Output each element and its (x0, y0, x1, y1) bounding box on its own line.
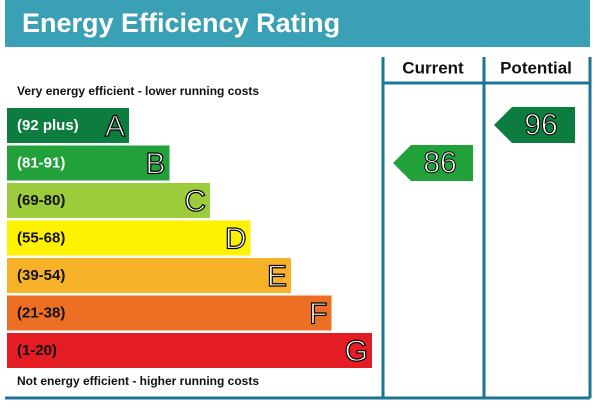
title: Energy Efficiency Rating (22, 8, 340, 38)
band-range: (69-80) (17, 192, 65, 209)
band-range: (21-38) (17, 305, 65, 322)
title-bar (5, 0, 590, 47)
band (7, 145, 170, 181)
band-letter: F (309, 298, 327, 331)
current-value: 86 (423, 147, 456, 180)
band-range: (92 plus) (17, 117, 79, 134)
band-letter: D (225, 223, 247, 256)
grid (5, 57, 592, 400)
header-current: Current (402, 59, 464, 78)
band (7, 108, 129, 143)
band-range: (81-91) (17, 155, 65, 172)
band-range: (1-20) (17, 342, 57, 359)
band-letter: A (105, 110, 125, 143)
bands: (92 plus) A (81-91) B (69-80) C (55-68) D (39-54… (7, 108, 372, 369)
band-letter: B (145, 148, 165, 181)
band-letter: G (345, 335, 368, 368)
bottom-note: Not energy efficient - higher running co… (17, 374, 259, 388)
band-letter: E (267, 260, 287, 293)
band-range: (39-54) (17, 267, 65, 284)
band (7, 220, 251, 256)
header-potential: Potential (500, 59, 572, 78)
top-note: Very energy efficient - lower running co… (17, 84, 259, 98)
potential-value: 96 (524, 109, 557, 142)
current-arrow (393, 145, 473, 181)
band (7, 183, 210, 218)
band (7, 333, 372, 368)
band-letter: C (184, 185, 206, 218)
band (7, 295, 332, 331)
potential-arrow (494, 107, 575, 143)
band (7, 258, 291, 293)
band-range: (55-68) (17, 230, 65, 247)
